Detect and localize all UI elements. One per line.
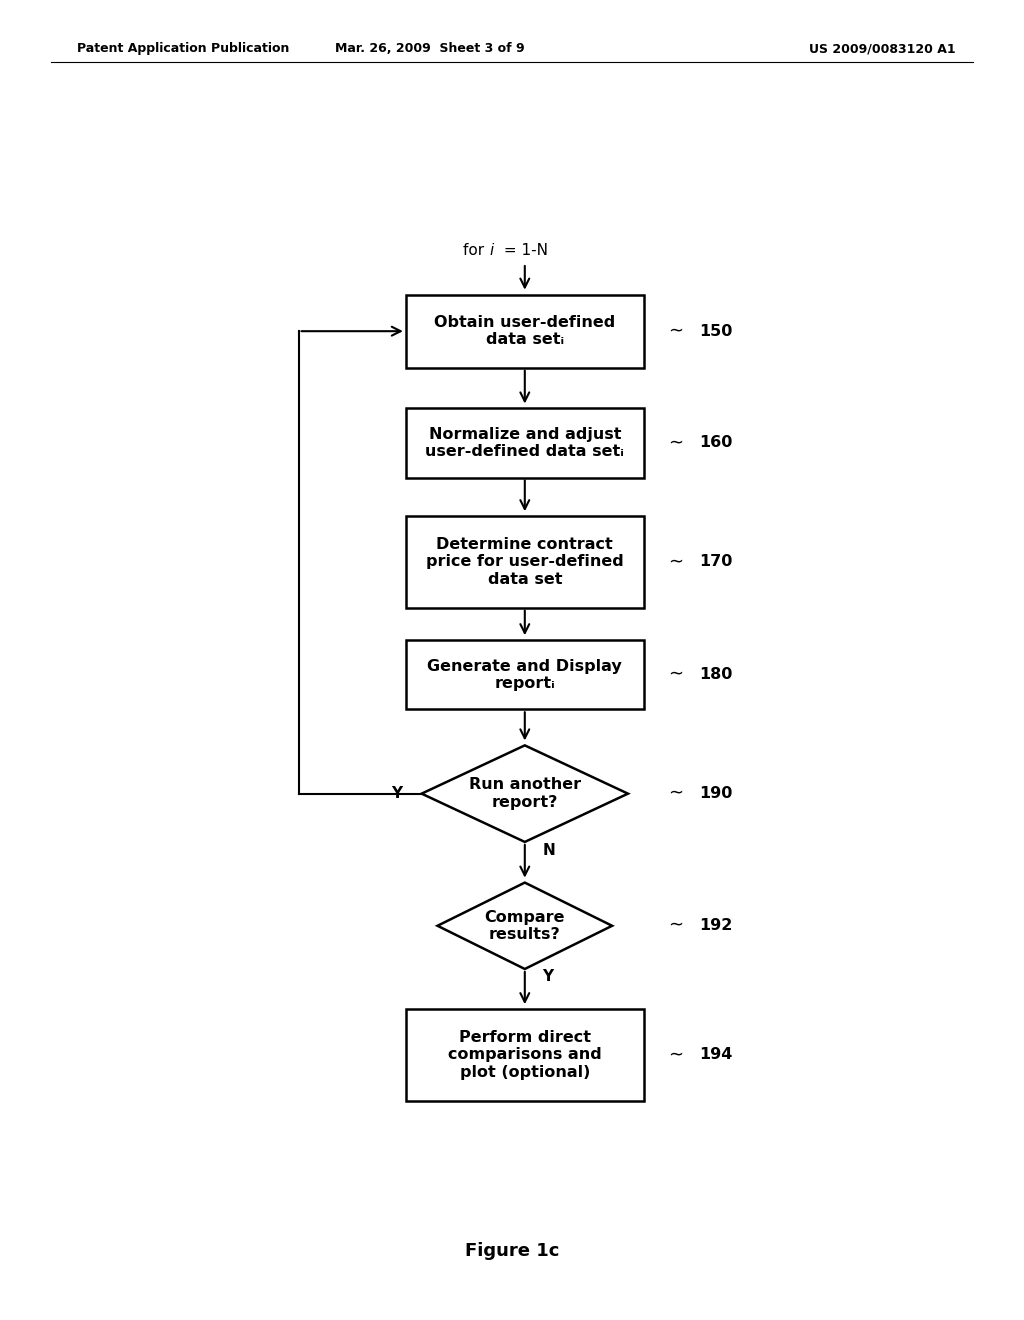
Text: ∼: ∼ <box>668 322 683 341</box>
Text: Determine contract
price for user-defined
data set: Determine contract price for user-define… <box>426 537 624 587</box>
Text: 180: 180 <box>699 667 733 682</box>
Text: 190: 190 <box>699 787 733 801</box>
Polygon shape <box>437 883 612 969</box>
Text: = 1-N: = 1-N <box>500 243 549 259</box>
Text: ∼: ∼ <box>668 665 683 684</box>
Text: Compare
results?: Compare results? <box>484 909 565 942</box>
Text: 194: 194 <box>699 1047 733 1063</box>
Text: 170: 170 <box>699 554 733 569</box>
Text: ∼: ∼ <box>668 784 683 803</box>
Bar <box>406 640 644 709</box>
Bar <box>406 1008 644 1101</box>
Bar <box>406 294 644 368</box>
Text: Obtain user-defined
data setᵢ: Obtain user-defined data setᵢ <box>434 315 615 347</box>
Text: Figure 1c: Figure 1c <box>465 1242 559 1261</box>
Text: ∼: ∼ <box>668 434 683 451</box>
Text: Patent Application Publication: Patent Application Publication <box>77 42 289 55</box>
Bar <box>406 516 644 607</box>
Text: 150: 150 <box>699 323 733 339</box>
Text: Generate and Display
reportᵢ: Generate and Display reportᵢ <box>427 659 623 690</box>
Text: N: N <box>543 842 555 858</box>
Text: Mar. 26, 2009  Sheet 3 of 9: Mar. 26, 2009 Sheet 3 of 9 <box>335 42 525 55</box>
Text: Y: Y <box>543 969 553 985</box>
Polygon shape <box>422 746 628 842</box>
Text: ∼: ∼ <box>668 1045 683 1064</box>
Text: US 2009/0083120 A1: US 2009/0083120 A1 <box>809 42 955 55</box>
Text: 192: 192 <box>699 919 733 933</box>
Text: ∼: ∼ <box>668 553 683 572</box>
Text: Normalize and adjust
user-defined data setᵢ: Normalize and adjust user-defined data s… <box>425 426 625 459</box>
Text: Run another
report?: Run another report? <box>469 777 581 810</box>
Text: 160: 160 <box>699 436 733 450</box>
Text: Y: Y <box>391 787 401 801</box>
Text: for: for <box>463 243 489 259</box>
Text: Perform direct
comparisons and
plot (optional): Perform direct comparisons and plot (opt… <box>447 1030 602 1080</box>
Bar <box>406 408 644 478</box>
Text: ∼: ∼ <box>668 917 683 935</box>
Text: i: i <box>489 243 495 259</box>
